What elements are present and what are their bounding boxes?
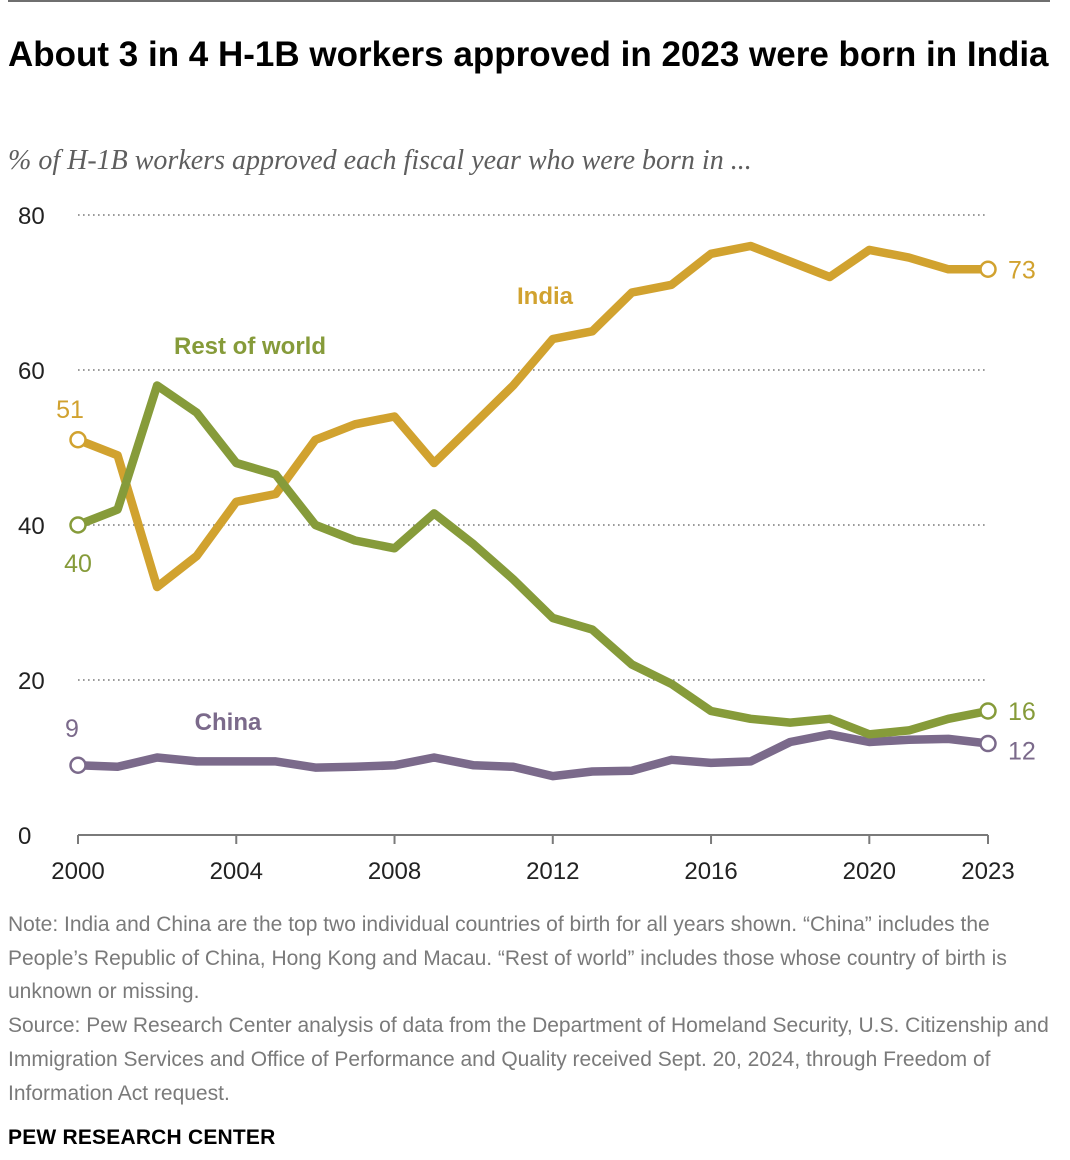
x-tick-label: 2008 <box>368 858 421 885</box>
series-label-rest-of-world: Rest of world <box>174 333 326 360</box>
x-tick-label: 2020 <box>843 858 896 885</box>
note-text: Note: India and China are the top two in… <box>8 913 1007 1004</box>
series-line-rest-of-world <box>73 381 993 739</box>
x-tick-label: 2004 <box>210 858 263 885</box>
series-label-china: China <box>195 709 262 736</box>
end-value-label-china: 12 <box>1008 738 1036 766</box>
chart-title: About 3 in 4 H-1B workers approved in 20… <box>8 35 1049 74</box>
line-chart: 2000 2004 2008 2012 2016 2020 2023 0 20 40 60 80 I… <box>18 203 1036 885</box>
series-label-india: India <box>517 283 574 310</box>
series-labels: India 51 73 Rest of world 40 16 China 9 12 <box>56 256 1036 765</box>
end-marker-india <box>979 260 997 278</box>
y-axis: 0 20 40 60 80 <box>18 203 45 850</box>
start-value-label-china: 9 <box>65 715 79 743</box>
x-axis: 2000 2004 2008 2012 2016 2020 2023 <box>51 834 1015 885</box>
series-lines <box>69 241 997 781</box>
y-tick-label: 60 <box>18 358 45 385</box>
series-line-china <box>73 730 993 781</box>
x-tick-label: 2023 <box>961 858 1014 885</box>
series-line-india <box>73 241 993 592</box>
y-tick-label: 0 <box>18 823 31 850</box>
x-tick-label: 2012 <box>526 858 579 885</box>
chart-notes: Note: India and China are the top two in… <box>8 908 1058 1110</box>
end-marker-rest-of-world <box>979 702 997 720</box>
start-value-label-rest-of-world: 40 <box>64 550 92 578</box>
y-tick-label: 80 <box>18 203 45 230</box>
start-value-label-india: 51 <box>56 396 84 424</box>
chart-subtitle: % of H-1B workers approved each fiscal y… <box>8 145 752 176</box>
source-text: Source: Pew Research Center analysis of … <box>8 1014 1049 1105</box>
end-value-label-rest-of-world: 16 <box>1008 698 1036 726</box>
brand-logo-text: PEW RESEARCH CENTER <box>8 1126 276 1149</box>
y-tick-label: 40 <box>18 513 45 540</box>
gridlines <box>78 214 985 681</box>
x-tick-label: 2000 <box>51 858 104 885</box>
end-marker-china <box>979 734 997 753</box>
start-marker-india <box>69 431 87 449</box>
start-marker-rest-of-world <box>69 516 87 534</box>
x-tick-label: 2016 <box>684 858 737 885</box>
end-value-label-india: 73 <box>1008 256 1036 284</box>
top-rule <box>8 0 1050 2</box>
start-marker-china <box>69 756 87 774</box>
y-tick-label: 20 <box>18 668 45 695</box>
